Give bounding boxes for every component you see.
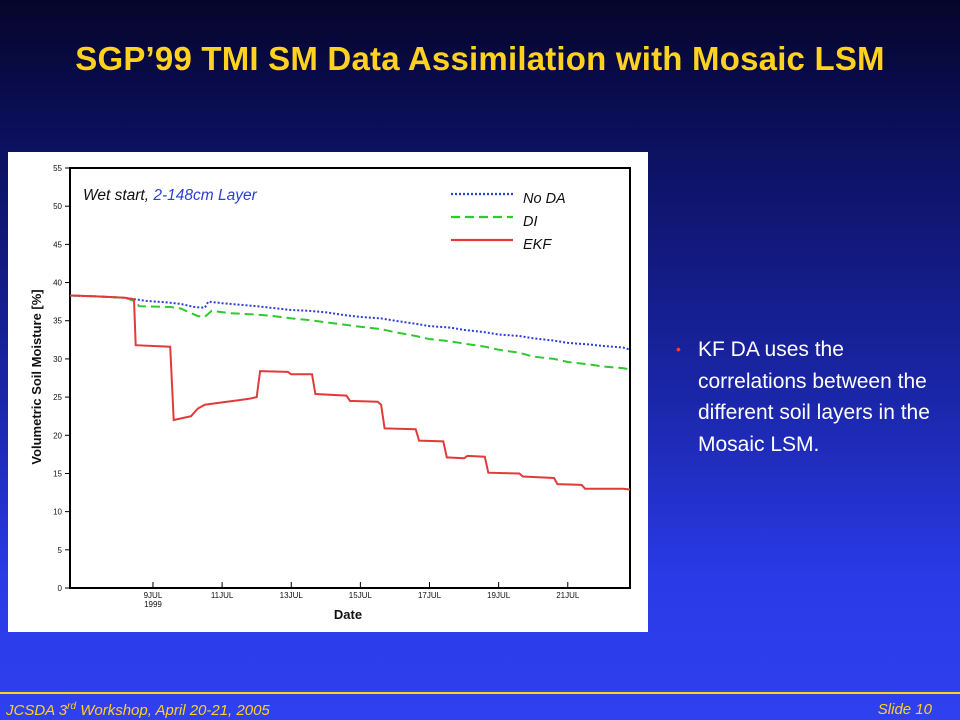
plot-frame	[69, 167, 631, 589]
y-tick-label: 45	[53, 240, 62, 249]
chart-figure: 0 5 10 15 20 25 30 35 40 45 50 55 9JUL 1999 11JUL 13JU…	[8, 152, 648, 632]
y-tick-label: 15	[53, 469, 62, 478]
chart-legend: No DA DI EKF	[451, 191, 566, 253]
bullet-text: KF DA uses the correlations between the …	[698, 338, 930, 456]
y-tick-label: 10	[53, 508, 62, 517]
y-tick-label: 30	[53, 355, 62, 364]
y-axis: 0 5 10 15 20 25 30 35 40 45 50 55	[53, 164, 70, 593]
bullet-item: • KF DA uses the correlations between th…	[676, 334, 956, 460]
y-tick-label: 50	[53, 202, 62, 211]
footer-left-post: Workshop, April 20-21, 2005	[76, 702, 270, 719]
y-tick-label: 5	[58, 546, 63, 555]
y-tick-label: 55	[53, 164, 62, 173]
x-tick-label: 9JUL	[144, 591, 163, 600]
footer-left-sup: rd	[67, 701, 77, 712]
footer-left-pre: JCSDA 3	[6, 702, 68, 719]
slide-number: Slide 10	[877, 701, 932, 718]
legend-label: EKF	[523, 237, 552, 253]
series-line-no-da	[69, 294, 631, 351]
annotation-layer: 2-148cm Layer	[152, 187, 257, 204]
x-tick-label: 17JUL	[418, 591, 442, 600]
y-tick-label: 20	[53, 431, 62, 440]
series-lines	[69, 294, 631, 491]
x-tick-label: 15JUL	[349, 591, 373, 600]
x-axis-label: Date	[334, 607, 362, 622]
x-tick-label: 11JUL	[211, 591, 234, 600]
y-axis-label: Volumetric Soil Moisture [%]	[29, 289, 44, 464]
chart-annotation: Wet start, 2-148cm Layer	[83, 187, 258, 204]
y-tick-label: 0	[58, 584, 63, 593]
y-tick-label: 40	[53, 279, 62, 288]
legend-label: DI	[523, 214, 538, 230]
annotation-prefix: Wet start,	[83, 187, 153, 204]
x-tick-sublabel: 1999	[144, 600, 162, 609]
footer-workshop: JCSDA 3rd Workshop, April 20-21, 2005	[6, 701, 270, 719]
x-tick-label: 21JUL	[556, 591, 580, 600]
y-tick-label: 35	[53, 317, 62, 326]
x-tick-label: 13JUL	[280, 591, 304, 600]
y-tick-label: 25	[53, 393, 62, 402]
x-tick-label: 19JUL	[487, 591, 511, 600]
footer-divider	[0, 692, 960, 694]
slide-title: SGP’99 TMI SM Data Assimilation with Mos…	[75, 40, 885, 77]
series-line-di	[69, 294, 631, 371]
bullet-dot-icon: •	[676, 341, 681, 357]
series-line-ekf	[69, 294, 631, 491]
legend-label: No DA	[523, 191, 566, 207]
bullet-list: • KF DA uses the correlations between th…	[676, 334, 956, 460]
